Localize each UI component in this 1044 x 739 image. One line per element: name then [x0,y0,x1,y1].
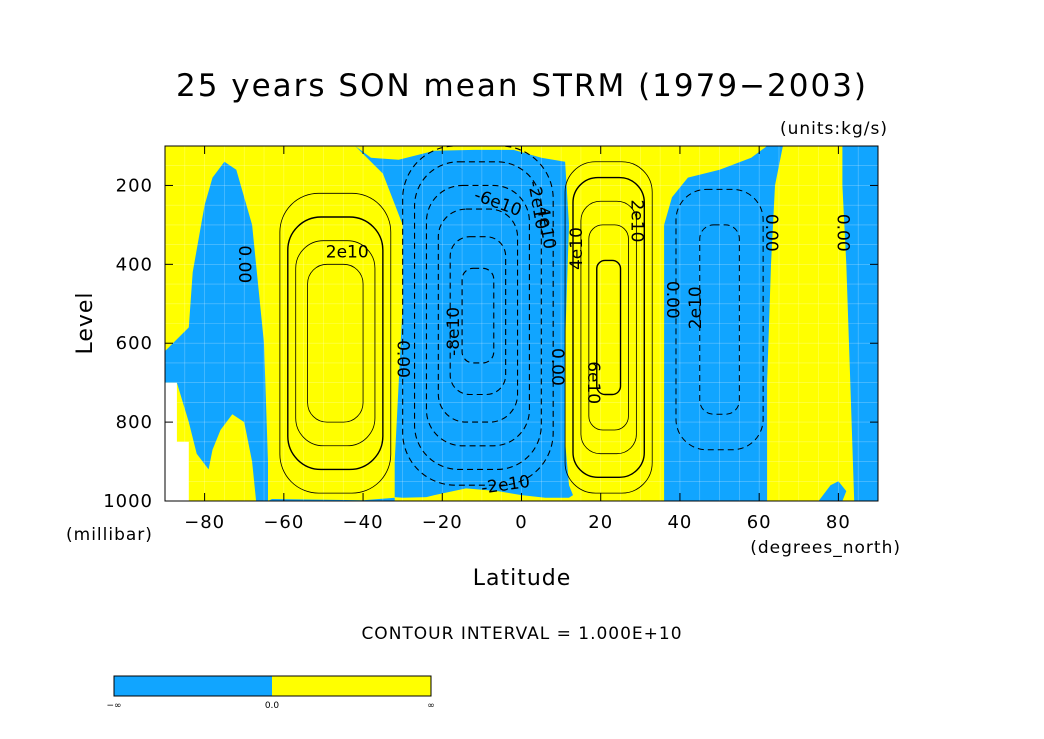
x-tick-label: −60 [263,512,304,533]
contour-label: 6e10 [583,361,603,404]
contour-label: 0.00 [234,245,254,283]
x-tick-label: 80 [826,512,851,533]
contour-nh-ferrel-negative [699,224,740,415]
y-axis-label: Level [73,291,98,354]
x-tick-label: −40 [343,512,384,533]
region-nh-ferrel-negative [664,146,783,501]
colorbar-label: ∞ [427,701,435,711]
region-tropical-negative [355,146,573,498]
units-label: (units:kg/s) [780,119,888,139]
contour-label: 0.00 [547,348,567,386]
contour-sh-ferrel [287,216,384,471]
colorbar-positive [272,676,431,696]
colorbar-label: −∞ [106,701,121,711]
contour-label: 0.00 [832,214,852,252]
y-tick-label: 400 [116,254,153,275]
contour-hadley-negative [437,208,519,423]
x-axis-label: Latitude [473,566,572,591]
colorbar-negative [114,676,272,696]
contour-label: 4e10 [567,227,587,270]
contour-hadley-positive [572,176,645,479]
filled-contours [165,146,878,501]
region-nh-surface-negative [818,481,847,501]
contour-label: 0.00 [662,281,682,319]
y-tick-label: 1000 [103,491,153,512]
x-tick-label: 60 [747,512,772,533]
contour-label: 2e10 [626,199,646,242]
contour-hadley-negative [402,146,554,486]
chart-title: 25 years SON mean STRM (1979−2003) [176,68,868,104]
contour-hadley-positive [564,161,653,494]
contour-hadley-negative [461,267,495,364]
colorbar-frame [113,675,432,697]
x-tick-label: 40 [667,512,692,533]
contour-sh-ferrel [295,240,376,447]
region-sh-polar-negative [165,161,268,501]
contour-interval-text: CONTOUR INTERVAL = 1.000E+10 [361,624,682,644]
contour-nh-ferrel-negative [675,188,764,451]
region-missing-data [165,382,189,501]
grid-lines [165,146,878,501]
contour-hadley-positive [588,224,629,431]
contour-label: 2e10 [686,286,706,329]
x-unit-label: (degrees_north) [750,538,901,558]
region-nh-polar-negative [842,146,878,501]
contour-label: 0.00 [393,340,413,378]
axes: −80 −60 −40 −20 0 20 40 60 80 200 400 600 800 1000 [103,146,878,533]
contour-lines [279,146,764,494]
contour-hadley-negative [425,184,530,447]
contour-hadley-positive [580,200,637,455]
y-unit-label: (millibar) [66,525,153,545]
x-tick-label: −80 [184,512,225,533]
contour-sh-ferrel [279,192,392,494]
contour-label: 0.00 [761,214,781,252]
contour-hadley-negative [449,236,507,396]
contour-hadley-negative [413,161,542,470]
x-tick-label: 20 [588,512,613,533]
x-tick-label: −20 [422,512,463,533]
contour-label: 2e10 [326,243,369,263]
colorbar-label: 0.0 [265,701,280,711]
contour-sh-ferrel [307,263,364,423]
x-tick-label: 0 [515,512,527,533]
y-tick-label: 200 [116,175,153,196]
contour-hadley-positive [596,259,622,396]
contour-label: -8e10 [444,307,464,356]
y-tick-label: 800 [116,412,153,433]
colorbar: −∞ 0.0 ∞ [106,675,435,711]
y-tick-label: 600 [116,333,153,354]
